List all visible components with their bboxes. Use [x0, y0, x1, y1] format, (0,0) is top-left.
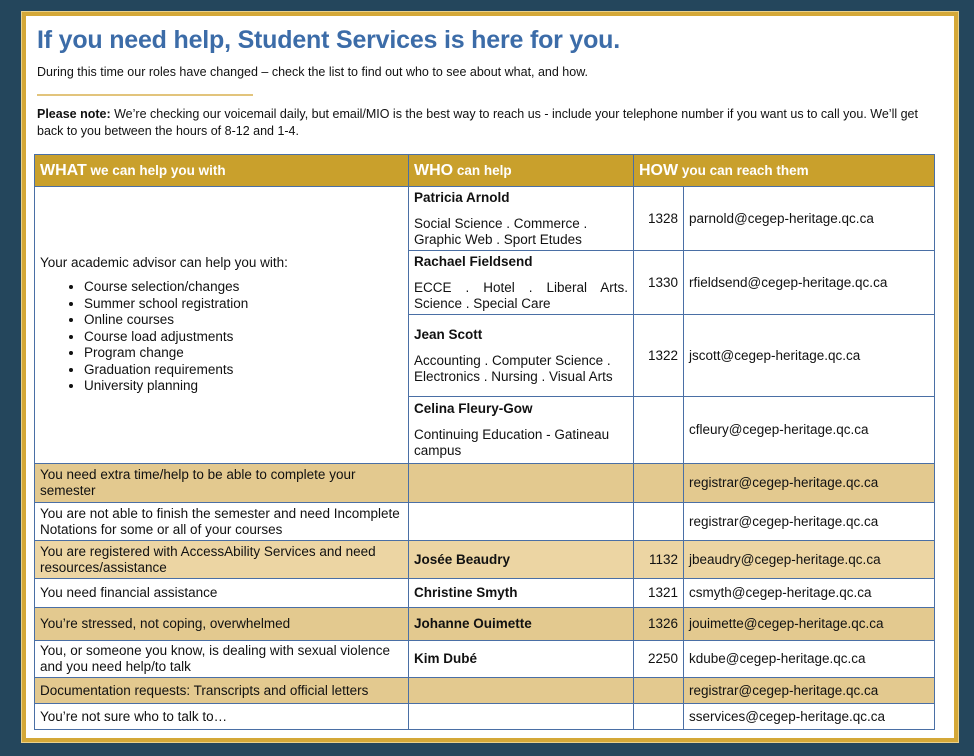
ext-cell: 2250 — [633, 640, 684, 678]
email-link[interactable]: jbeaudry@cegep-heritage.qc.ca — [683, 540, 935, 579]
email-link[interactable]: rfieldsend@cegep-heritage.qc.ca — [683, 250, 935, 315]
what-cell: You are not able to finish the semester … — [34, 502, 409, 541]
ext-cell: 1132 — [633, 540, 684, 579]
ext-cell: 1326 — [633, 607, 684, 641]
who-cell: Jean Scott Accounting . Computer Science … — [408, 314, 634, 397]
who-cell: Johanne Ouimette — [408, 607, 634, 641]
note-label: Please note: — [37, 107, 111, 121]
document-frame: If you need help, Student Services is he… — [21, 11, 959, 743]
advisor-list: Course selection/changes Summer school r… — [84, 279, 403, 395]
what-cell: You need extra time/help to be able to c… — [34, 463, 409, 503]
table-row: Jean Scott Accounting . Computer Science … — [35, 314, 935, 397]
who-cell — [408, 703, 634, 730]
table-row: You’re stressed, not coping, overwhelmed… — [34, 607, 935, 641]
list-item: Online courses — [84, 312, 403, 329]
email-link[interactable]: registrar@cegep-heritage.qc.ca — [683, 502, 935, 541]
email-link[interactable]: csmyth@cegep-heritage.qc.ca — [683, 578, 935, 608]
table-row: You need financial assistance Christine … — [34, 578, 935, 608]
who-cell: Josée Beaudry — [408, 540, 634, 579]
subtitle: During this time our roles have changed … — [37, 65, 589, 79]
table-row: You need extra time/help to be able to c… — [34, 463, 935, 503]
who-cell: Kim Dubé — [408, 640, 634, 678]
page-title: If you need help, Student Services is he… — [37, 26, 621, 54]
advisor-cell: Your academic advisor can help you with:… — [34, 186, 409, 464]
email-link[interactable]: registrar@cegep-heritage.qc.ca — [683, 677, 935, 704]
list-item: Course load adjustments — [84, 329, 403, 346]
ext-cell — [633, 502, 684, 541]
list-item: Course selection/changes — [84, 279, 403, 296]
who-cell: Rachael Fieldsend ECCE . Hotel . Liberal … — [408, 250, 634, 315]
email-link[interactable]: jscott@cegep-heritage.qc.ca — [683, 314, 935, 397]
contacts-table: WHAT we can help you with WHO can help H… — [34, 154, 935, 730]
divider — [37, 94, 253, 96]
email-link[interactable]: kdube@cegep-heritage.qc.ca — [683, 640, 935, 678]
what-cell: Documentation requests: Transcripts and … — [34, 677, 409, 704]
list-item: Program change — [84, 345, 403, 362]
ext-cell — [633, 463, 684, 503]
table-row: Documentation requests: Transcripts and … — [34, 677, 935, 704]
ext-cell: 1328 — [633, 186, 684, 251]
note-text: We’re checking our voicemail daily, but … — [37, 107, 918, 138]
list-item: Graduation requirements — [84, 362, 403, 379]
who-cell: Celina Fleury-Gow Continuing Education - … — [408, 396, 634, 464]
ext-cell: 1321 — [633, 578, 684, 608]
email-link[interactable]: sservices@cegep-heritage.qc.ca — [683, 703, 935, 730]
advisor-intro: Your academic advisor can help you with: — [40, 254, 288, 270]
table-row: You are registered with AccessAbility Se… — [34, 540, 935, 579]
who-cell — [408, 502, 634, 541]
what-cell: You, or someone you know, is dealing wit… — [34, 640, 409, 678]
table-row: You’re not sure who to talk to… sservice… — [34, 703, 935, 730]
table-row: Rachael Fieldsend ECCE . Hotel . Liberal … — [35, 250, 935, 315]
ext-cell — [633, 703, 684, 730]
note: Please note: We’re checking our voicemai… — [37, 106, 947, 140]
what-cell: You are registered with AccessAbility Se… — [34, 540, 409, 579]
header-who: WHO can help — [408, 154, 634, 187]
email-link[interactable]: parnold@cegep-heritage.qc.ca — [683, 186, 935, 251]
table-row: You are not able to finish the semester … — [34, 502, 935, 541]
who-cell — [408, 677, 634, 704]
table-row: You, or someone you know, is dealing wit… — [34, 640, 935, 678]
email-link[interactable]: registrar@cegep-heritage.qc.ca — [683, 463, 935, 503]
ext-cell: 1330 — [633, 250, 684, 315]
who-cell: Christine Smyth — [408, 578, 634, 608]
ext-cell: 1322 — [633, 314, 684, 397]
list-item: Summer school registration — [84, 296, 403, 313]
who-cell — [408, 463, 634, 503]
table-row: Your academic advisor can help you with:… — [34, 186, 935, 464]
ext-cell — [633, 396, 684, 464]
header-how: HOW you can reach them — [633, 154, 935, 187]
email-link[interactable]: cfleury@cegep-heritage.qc.ca — [683, 396, 935, 464]
table-row: Celina Fleury-Gow Continuing Education - … — [35, 396, 935, 464]
ext-cell — [633, 677, 684, 704]
table-header: WHAT we can help you with WHO can help H… — [34, 154, 935, 187]
list-item: University planning — [84, 378, 403, 395]
what-cell: You’re stressed, not coping, overwhelmed — [34, 607, 409, 641]
what-cell: You’re not sure who to talk to… — [34, 703, 409, 730]
header-what: WHAT we can help you with — [34, 154, 409, 187]
who-cell: Patricia Arnold Social Science . Commerce… — [408, 186, 634, 251]
what-cell: You need financial assistance — [34, 578, 409, 608]
email-link[interactable]: jouimette@cegep-heritage.qc.ca — [683, 607, 935, 641]
